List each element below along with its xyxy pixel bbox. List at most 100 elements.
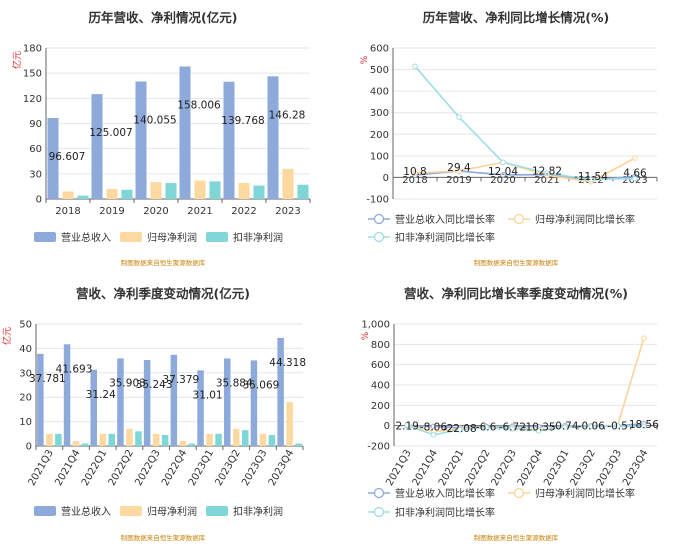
unit-label: 亿元	[1, 327, 13, 345]
data-label: 35.069	[243, 379, 280, 391]
bar-deducted-profit	[165, 183, 177, 199]
bar-deducted-profit	[297, 184, 309, 199]
bar-net-profit	[179, 441, 187, 446]
bar-deducted-profit	[135, 431, 142, 446]
y-tick-label: 1,000	[361, 320, 390, 331]
bar-net-profit	[282, 168, 294, 199]
series-point	[456, 114, 462, 120]
x-tick-label: 2023Q4	[621, 448, 650, 488]
x-tick-label: 2022Q1	[437, 448, 466, 488]
y-tick-label: 400	[370, 87, 389, 98]
source-note: 制图数据来自恒生聚源数据库	[121, 258, 206, 267]
source-note: 制图数据来自恒生聚源数据库	[474, 533, 559, 542]
legend-marker	[373, 506, 385, 518]
x-tick-label: 2019	[446, 175, 471, 186]
data-label: -10.35	[522, 422, 556, 434]
chart-title: 历年营收、净利同比增长情况(%)	[423, 10, 609, 25]
data-label: -8.06	[420, 421, 447, 433]
y-tick-label: -200	[367, 442, 390, 453]
bar-net-profit	[259, 433, 267, 446]
bar-revenue	[197, 370, 204, 446]
data-label: 37.379	[162, 374, 199, 386]
bar-net-profit	[62, 191, 74, 199]
chart-panel-2: 历年营收、净利同比增长情况(%) -100 0 100 200 300 400 500 600%…	[360, 10, 658, 267]
legend: 营业总收入 归母净利润 扣非净利润	[34, 505, 283, 518]
chart-panel-3: 营收、净利季度变动情况(亿元) 0 10 20 30 40 50 亿元 2021Q32021Q4…	[1, 286, 306, 542]
bar-net-profit	[238, 183, 250, 199]
x-tick-label: 2022Q3	[133, 448, 162, 488]
legend-marker	[513, 213, 525, 225]
series-point	[544, 170, 550, 176]
data-label: 140.055	[133, 115, 176, 127]
legend-label: 归母净利润同比增长率	[535, 213, 635, 226]
y-tick-label: 10	[19, 417, 32, 428]
bar-revenue	[135, 81, 147, 199]
bar-deducted-profit	[121, 189, 133, 199]
bar-net-profit	[106, 188, 118, 199]
bar-net-profit	[150, 182, 162, 199]
series-point	[500, 172, 506, 178]
bar-revenue	[37, 353, 44, 446]
x-tick-label: 2023Q1	[542, 448, 571, 488]
y-tick-label: 180	[23, 44, 42, 55]
bar-revenue	[90, 369, 97, 446]
legend-marker	[373, 231, 385, 243]
series-point	[412, 170, 418, 176]
bar-deducted-profit	[215, 433, 222, 446]
data-label: 146.28	[269, 109, 306, 121]
data-label: 12.82	[532, 166, 562, 178]
legend-label: 扣非净利润同比增长率	[395, 506, 495, 519]
data-label: 18.56	[629, 419, 659, 431]
bar-revenue	[63, 344, 71, 446]
y-tick-label: -100	[366, 195, 389, 206]
bar-revenue	[117, 358, 124, 446]
bar-deducted-profit	[81, 443, 89, 446]
bar-revenue	[267, 76, 279, 199]
bar-deducted-profit	[253, 185, 265, 199]
bar-revenue	[47, 117, 59, 199]
x-tick-label: 2023	[275, 206, 300, 217]
data-label: 35.243	[136, 379, 173, 391]
y-tick-label: 30	[19, 368, 32, 379]
data-label: 139.768	[221, 115, 264, 127]
x-tick-label: 2020	[490, 175, 515, 186]
bar-deducted-profit	[242, 430, 249, 446]
chart-title: 营收、净利季度变动情况(亿元)	[76, 286, 250, 301]
x-tick-label: 2022Q3	[490, 448, 519, 488]
x-tick-label: 2023Q2	[213, 448, 242, 488]
y-tick-label: 600	[371, 360, 390, 371]
source-note: 制图数据来自恒生聚源数据库	[474, 258, 559, 267]
series-point	[430, 423, 437, 430]
x-tick-label: 2022Q1	[80, 448, 109, 488]
series-line-deducted-profit	[406, 424, 644, 436]
x-tick-label: 2021Q4	[411, 448, 440, 488]
data-label: 10.8	[403, 166, 426, 178]
series-point	[404, 422, 410, 428]
x-tick-label: 2023Q2	[568, 448, 597, 488]
series-point	[430, 432, 437, 438]
series-point	[535, 427, 542, 434]
data-label: 35.884	[216, 377, 253, 389]
bar-net-profit	[72, 441, 80, 446]
data-label: -6.72	[499, 421, 526, 433]
legend-label: 扣非净利润同比增长率	[395, 231, 495, 244]
x-tick-label: 2018	[402, 175, 427, 186]
data-label: 29.4	[447, 162, 471, 174]
y-tick-label: 20	[19, 393, 32, 404]
y-tick-label: 30	[29, 169, 42, 180]
x-tick-label: 2022Q4	[516, 448, 545, 488]
bar-deducted-profit	[77, 195, 89, 199]
legend-label: 扣非净利润	[233, 231, 283, 244]
x-tick-label: 2018	[55, 206, 80, 217]
legend-marker	[513, 487, 525, 499]
y-tick-label: 0	[383, 173, 389, 184]
x-tick-label: 2021	[534, 175, 559, 186]
chart-title: 历年营收、净利情况(亿元)	[89, 10, 238, 25]
bar-revenue	[179, 66, 191, 199]
x-tick-label: 2021	[187, 206, 212, 217]
legend-label: 归母净利润同比增长率	[535, 487, 635, 500]
bar-net-profit	[233, 428, 240, 446]
y-tick-label: 60	[29, 144, 42, 155]
bar-net-profit	[152, 433, 160, 446]
